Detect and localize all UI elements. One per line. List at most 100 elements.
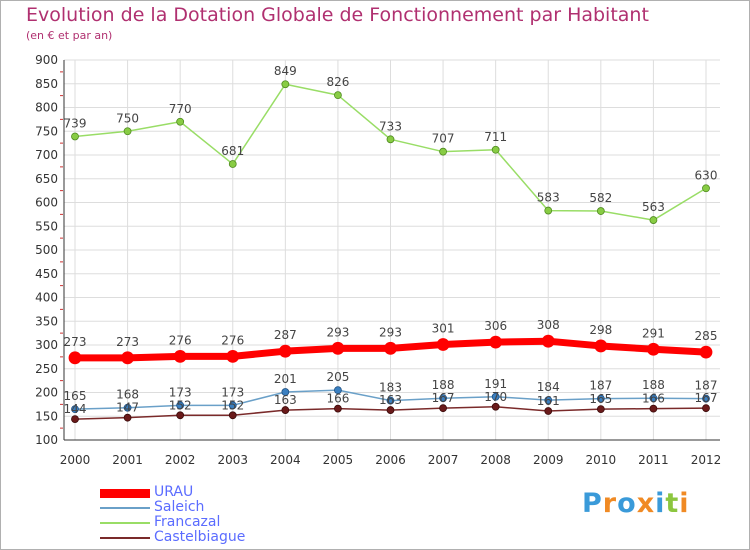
data-label: 630: [695, 168, 718, 182]
data-point: [596, 405, 605, 414]
data-point: [596, 394, 605, 403]
data-label: 826: [326, 75, 349, 89]
data-point: [281, 80, 290, 89]
data-label: 750: [116, 111, 139, 125]
data-point: [544, 206, 553, 215]
data-point: [386, 135, 395, 144]
logo-letter: o: [617, 488, 637, 519]
x-tick-label: 2008: [480, 453, 511, 467]
data-label: 276: [221, 333, 244, 347]
data-label: 147: [116, 401, 139, 415]
x-tick-label: 2005: [323, 453, 354, 467]
data-point: [647, 342, 660, 356]
x-tick-label: 2007: [428, 453, 459, 467]
legend-swatch: [100, 507, 150, 509]
data-label: 711: [484, 130, 507, 144]
logo-letter: i: [655, 488, 666, 519]
y-tick-label: 800: [35, 101, 58, 115]
data-label: 166: [326, 392, 349, 406]
data-label: 167: [432, 391, 455, 405]
data-label: 583: [537, 191, 560, 205]
legend-swatch: [100, 537, 150, 539]
data-label: 563: [642, 200, 665, 214]
y-tick-label: 850: [35, 77, 58, 91]
data-point: [699, 345, 713, 359]
data-point: [386, 396, 395, 405]
y-tick-label: 900: [35, 53, 58, 67]
data-point: [491, 402, 500, 411]
chart-subtitle: (en € et par an): [26, 29, 113, 42]
data-label: 707: [432, 132, 455, 146]
data-point: [436, 338, 450, 351]
data-label: 582: [589, 191, 612, 205]
x-tick-label: 2012: [691, 453, 722, 467]
data-point: [594, 339, 608, 353]
data-label: 301: [432, 322, 455, 336]
proxiti-logo: Proxiti: [582, 488, 690, 519]
data-label: 173: [221, 385, 244, 399]
data-point: [491, 145, 500, 154]
data-label: 173: [169, 385, 192, 399]
data-point: [334, 91, 342, 100]
y-tick-label: 750: [35, 124, 58, 138]
data-label: 165: [64, 389, 87, 403]
y-tick-label: 400: [35, 291, 58, 305]
data-label: 308: [537, 318, 560, 332]
data-point: [702, 394, 710, 403]
data-label: 293: [326, 325, 349, 339]
logo-letter: x: [636, 488, 656, 519]
data-label: 298: [589, 323, 612, 337]
data-point: [544, 396, 553, 405]
logo-letter: i: [679, 488, 690, 519]
y-tick-label: 450: [35, 267, 58, 281]
data-point: [649, 394, 658, 403]
data-point: [281, 388, 290, 396]
data-label: 285: [695, 329, 718, 343]
data-point: [281, 406, 290, 414]
y-tick-label: 700: [35, 148, 58, 162]
data-label: 152: [169, 398, 192, 412]
data-point: [71, 415, 79, 424]
data-point: [176, 411, 185, 420]
legend-swatch: [100, 522, 150, 524]
data-point: [649, 216, 658, 224]
data-point: [334, 404, 342, 413]
data-label: 188: [432, 378, 455, 392]
data-label: 152: [221, 398, 244, 412]
x-tick-label: 2011: [638, 453, 669, 467]
y-tick-label: 550: [35, 219, 58, 233]
data-point: [544, 407, 553, 415]
data-label: 205: [326, 370, 349, 384]
y-tick-label: 650: [35, 172, 58, 186]
y-tick-label: 100: [35, 433, 58, 447]
data-point: [439, 147, 447, 156]
data-point: [278, 344, 292, 358]
y-tick-label: 250: [35, 362, 58, 376]
data-point: [226, 349, 240, 363]
data-label: 170: [484, 390, 507, 404]
legend-label: Saleich: [154, 499, 205, 515]
data-label: 273: [64, 335, 87, 349]
data-point: [121, 351, 134, 365]
data-point: [489, 335, 503, 349]
data-label: 183: [379, 381, 402, 395]
data-point: [123, 403, 132, 412]
data-point: [649, 404, 658, 413]
data-point: [228, 160, 237, 168]
data-label: 163: [274, 393, 297, 407]
data-point: [702, 404, 710, 413]
data-label: 166: [642, 392, 665, 406]
logo-letter: P: [582, 488, 603, 519]
data-label: 161: [537, 394, 560, 408]
data-label: 165: [589, 392, 612, 406]
data-label: 681: [221, 144, 244, 158]
data-point: [384, 341, 397, 355]
y-tick-label: 200: [35, 386, 58, 400]
data-point: [386, 406, 395, 414]
data-label: 188: [642, 378, 665, 392]
x-tick-label: 2009: [533, 453, 564, 467]
data-point: [71, 132, 79, 141]
data-label: 144: [64, 402, 87, 416]
data-point: [173, 349, 187, 363]
